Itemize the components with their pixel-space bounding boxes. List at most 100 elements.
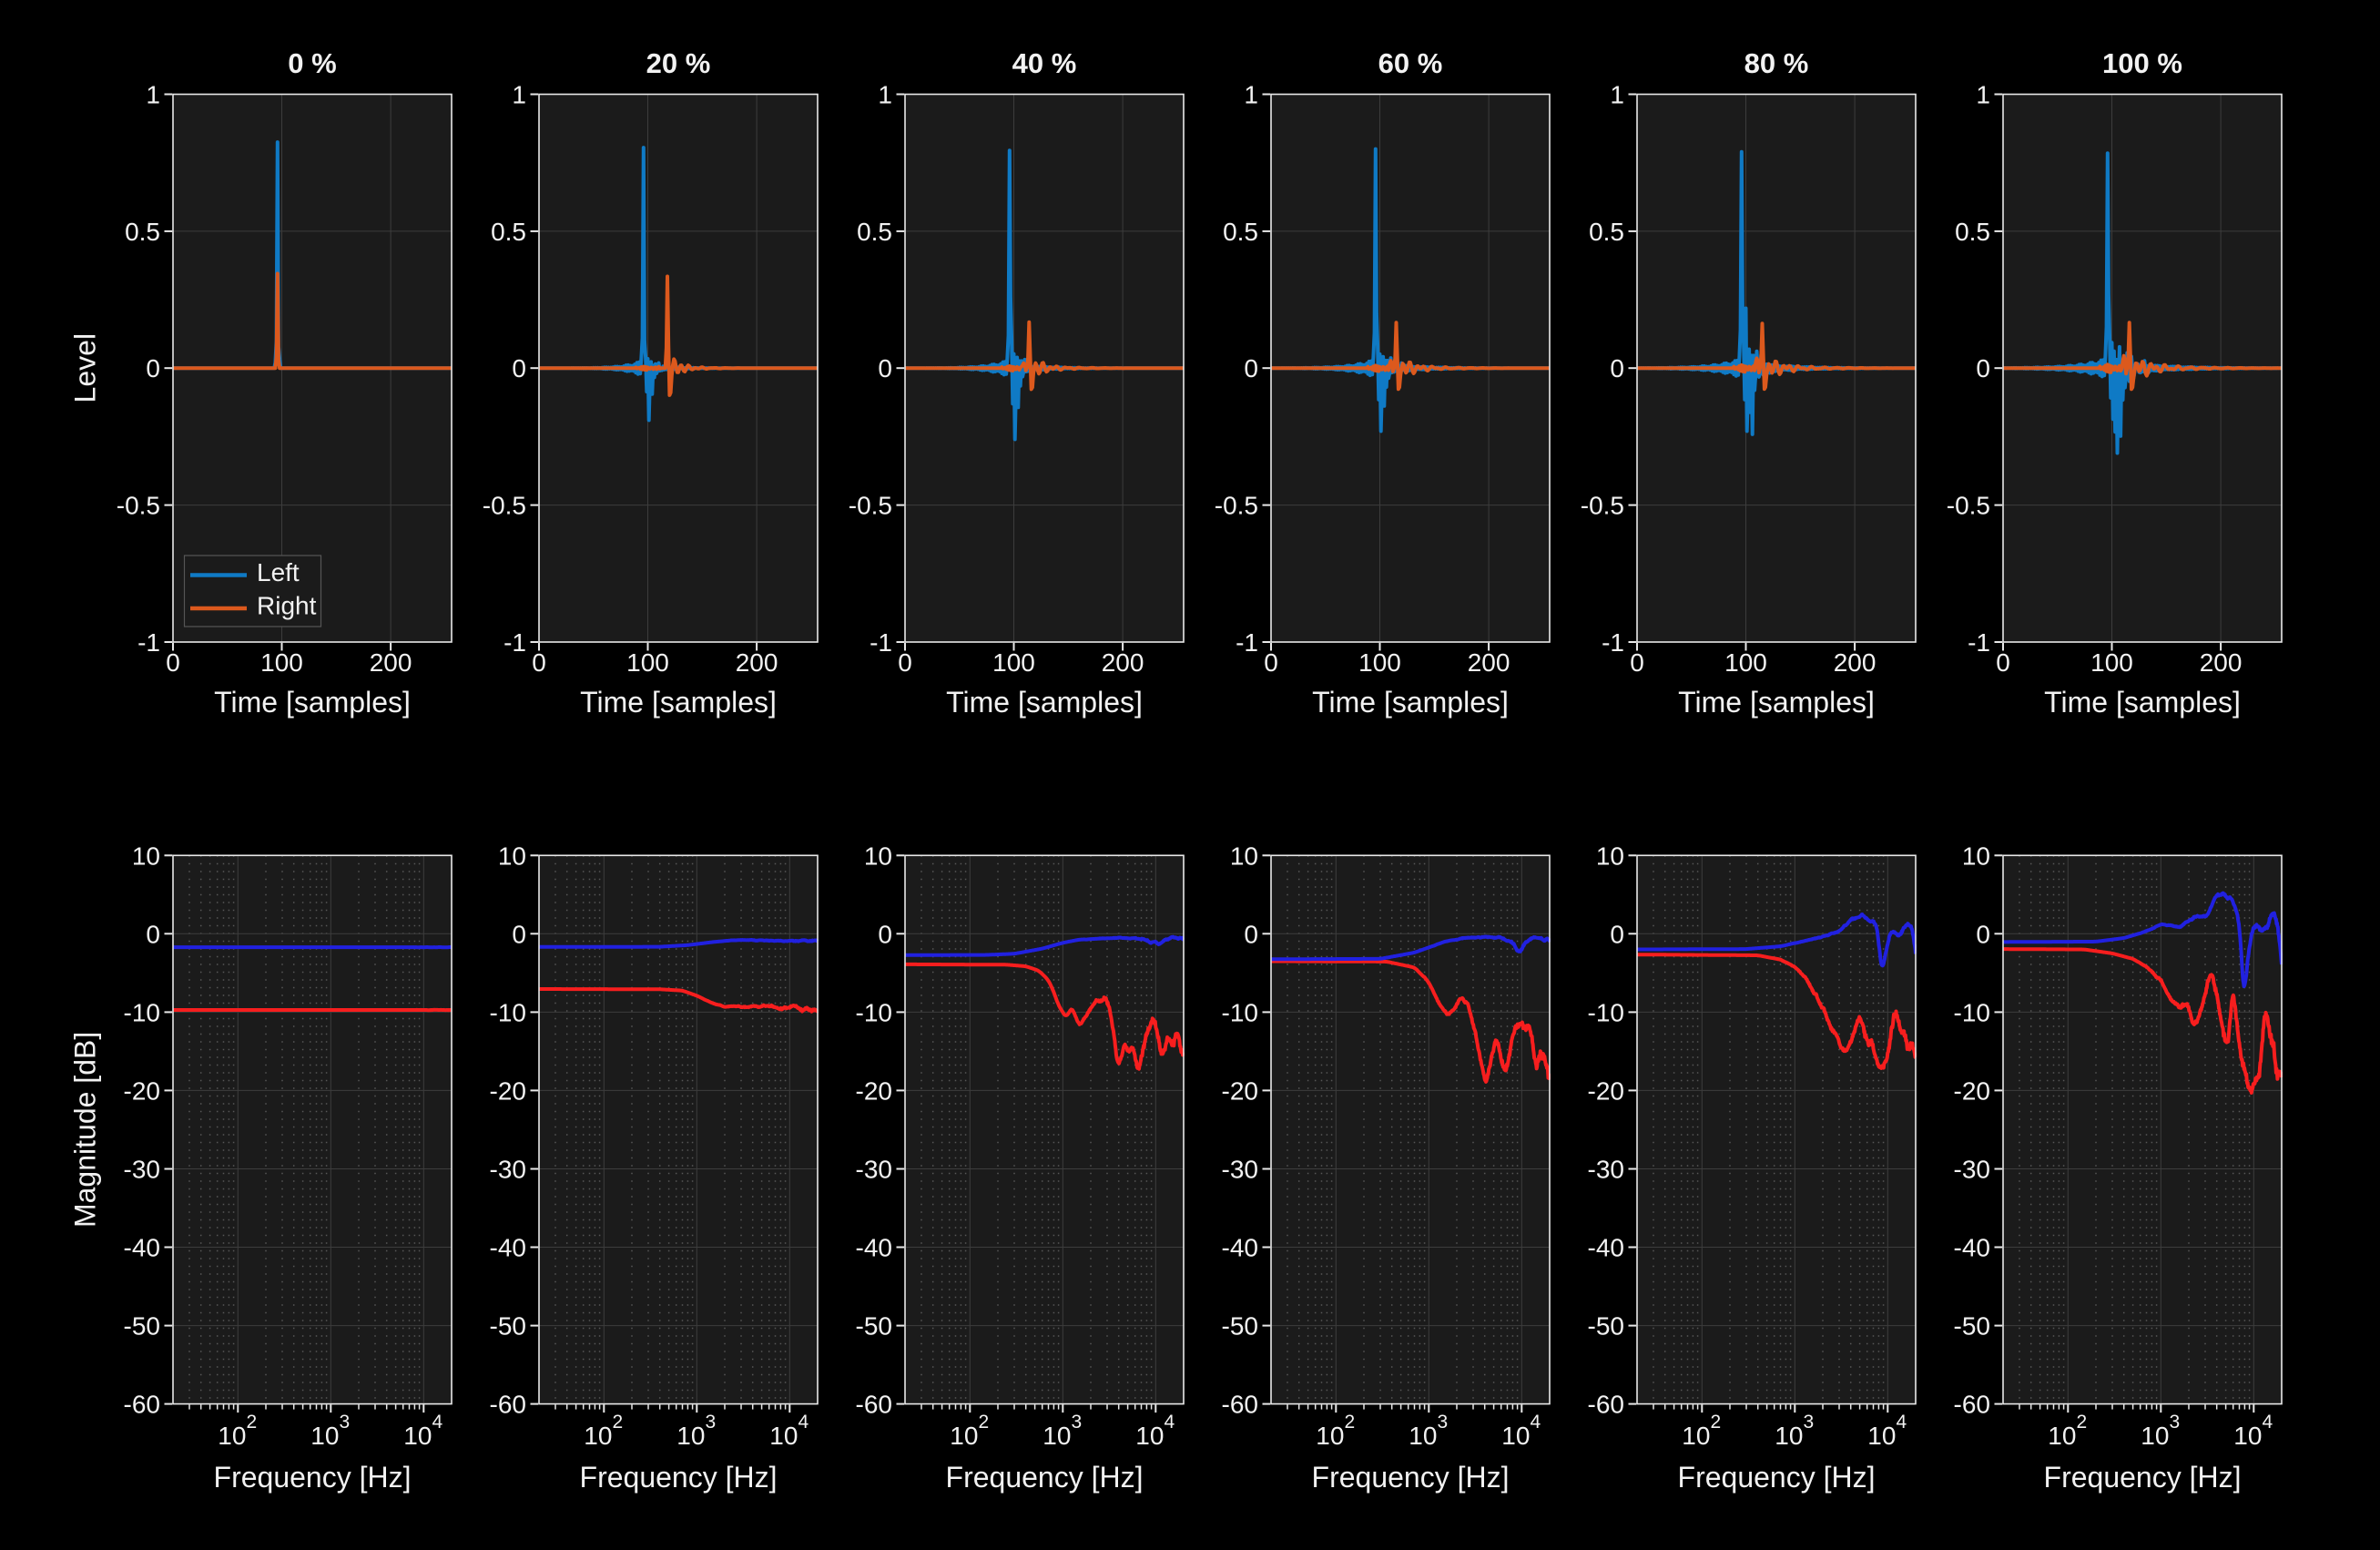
svg-text:80 %: 80 % (1744, 47, 1809, 79)
svg-text:0: 0 (878, 354, 892, 382)
svg-text:-10: -10 (124, 998, 160, 1026)
svg-text:-50: -50 (856, 1312, 892, 1341)
svg-text:-40: -40 (1588, 1234, 1624, 1262)
svg-text:-40: -40 (124, 1234, 160, 1262)
svg-text:40 %: 40 % (1012, 47, 1077, 79)
svg-text:0.5: 0.5 (1589, 218, 1624, 246)
svg-text:0 %: 0 % (288, 47, 336, 79)
svg-text:1: 1 (146, 81, 160, 109)
svg-text:-30: -30 (124, 1156, 160, 1184)
svg-text:-20: -20 (1588, 1076, 1624, 1105)
svg-text:Time [samples]: Time [samples] (946, 686, 1143, 719)
svg-text:-1: -1 (1236, 628, 1258, 657)
svg-text:1: 1 (1610, 81, 1624, 109)
svg-text:10: 10 (1596, 841, 1624, 870)
svg-text:0: 0 (878, 920, 892, 948)
svg-text:-30: -30 (856, 1156, 892, 1184)
svg-text:-40: -40 (490, 1234, 526, 1262)
svg-text:-60: -60 (1954, 1391, 1990, 1419)
svg-text:-20: -20 (1222, 1076, 1258, 1105)
svg-text:-60: -60 (1222, 1391, 1258, 1419)
svg-text:-40: -40 (856, 1234, 892, 1262)
svg-text:-1: -1 (1968, 628, 1990, 657)
svg-text:0: 0 (1976, 354, 1990, 382)
svg-text:100: 100 (992, 648, 1035, 677)
svg-text:Frequency [Hz]: Frequency [Hz] (1678, 1461, 1876, 1494)
svg-text:100: 100 (1358, 648, 1401, 677)
svg-text:100: 100 (626, 648, 669, 677)
svg-text:-1: -1 (137, 628, 160, 657)
svg-text:-30: -30 (1588, 1156, 1624, 1184)
svg-text:-50: -50 (1954, 1312, 1990, 1341)
svg-text:Time [samples]: Time [samples] (214, 686, 411, 719)
svg-text:Time [samples]: Time [samples] (1678, 686, 1875, 719)
svg-text:-0.5: -0.5 (483, 492, 526, 520)
svg-text:100: 100 (1724, 648, 1767, 677)
svg-text:-50: -50 (1588, 1312, 1624, 1341)
svg-text:200: 200 (1834, 648, 1877, 677)
svg-text:-1: -1 (1602, 628, 1624, 657)
svg-text:0: 0 (512, 354, 526, 382)
svg-text:Time [samples]: Time [samples] (2044, 686, 2241, 719)
svg-text:Time [samples]: Time [samples] (1312, 686, 1509, 719)
svg-text:0: 0 (1996, 648, 2010, 677)
svg-text:0: 0 (512, 920, 526, 948)
svg-text:Time [samples]: Time [samples] (580, 686, 777, 719)
svg-text:-20: -20 (124, 1076, 160, 1105)
svg-text:0.5: 0.5 (491, 218, 526, 246)
svg-text:0.5: 0.5 (857, 218, 892, 246)
svg-text:0: 0 (146, 354, 160, 382)
svg-text:-40: -40 (1954, 1234, 1990, 1262)
svg-text:200: 200 (736, 648, 778, 677)
svg-text:-0.5: -0.5 (117, 492, 160, 520)
svg-text:Right: Right (257, 592, 317, 620)
svg-text:Frequency [Hz]: Frequency [Hz] (946, 1461, 1144, 1494)
svg-text:Level: Level (69, 333, 102, 403)
svg-text:60 %: 60 % (1378, 47, 1443, 79)
svg-text:-1: -1 (503, 628, 526, 657)
svg-text:-20: -20 (856, 1076, 892, 1105)
svg-text:-20: -20 (490, 1076, 526, 1105)
svg-text:-20: -20 (1954, 1076, 1990, 1105)
svg-text:-0.5: -0.5 (1581, 492, 1624, 520)
svg-text:1: 1 (1976, 81, 1990, 109)
svg-text:-60: -60 (124, 1391, 160, 1419)
svg-text:0.5: 0.5 (1223, 218, 1258, 246)
svg-text:200: 200 (370, 648, 412, 677)
svg-text:0: 0 (1630, 648, 1644, 677)
svg-text:10: 10 (498, 841, 526, 870)
svg-text:0.5: 0.5 (125, 218, 160, 246)
svg-text:0: 0 (1610, 920, 1624, 948)
svg-text:200: 200 (1102, 648, 1144, 677)
svg-text:0: 0 (898, 648, 912, 677)
svg-text:-1: -1 (870, 628, 892, 657)
svg-text:-10: -10 (1588, 998, 1624, 1026)
svg-text:-0.5: -0.5 (1947, 492, 1990, 520)
svg-text:-10: -10 (490, 998, 526, 1026)
svg-text:0: 0 (146, 920, 160, 948)
svg-text:10: 10 (132, 841, 160, 870)
svg-text:-60: -60 (1588, 1391, 1624, 1419)
svg-text:0: 0 (1610, 354, 1624, 382)
svg-text:1: 1 (1244, 81, 1258, 109)
svg-text:-10: -10 (1954, 998, 1990, 1026)
svg-text:1: 1 (512, 81, 526, 109)
svg-text:10: 10 (864, 841, 892, 870)
svg-text:200: 200 (1468, 648, 1510, 677)
svg-text:-10: -10 (1222, 998, 1258, 1026)
svg-text:Frequency [Hz]: Frequency [Hz] (2044, 1461, 2242, 1494)
svg-text:Frequency [Hz]: Frequency [Hz] (580, 1461, 778, 1494)
svg-text:-30: -30 (1222, 1156, 1258, 1184)
svg-text:-60: -60 (856, 1391, 892, 1419)
svg-text:20 %: 20 % (646, 47, 711, 79)
svg-text:0: 0 (166, 648, 180, 677)
svg-text:0: 0 (1244, 354, 1258, 382)
svg-text:-0.5: -0.5 (849, 492, 892, 520)
svg-text:1: 1 (878, 81, 892, 109)
svg-text:10: 10 (1962, 841, 1990, 870)
svg-text:-50: -50 (1222, 1312, 1258, 1341)
svg-text:200: 200 (2200, 648, 2243, 677)
svg-text:100: 100 (2090, 648, 2133, 677)
svg-text:Magnitude [dB]: Magnitude [dB] (69, 1032, 102, 1228)
svg-text:-30: -30 (490, 1156, 526, 1184)
